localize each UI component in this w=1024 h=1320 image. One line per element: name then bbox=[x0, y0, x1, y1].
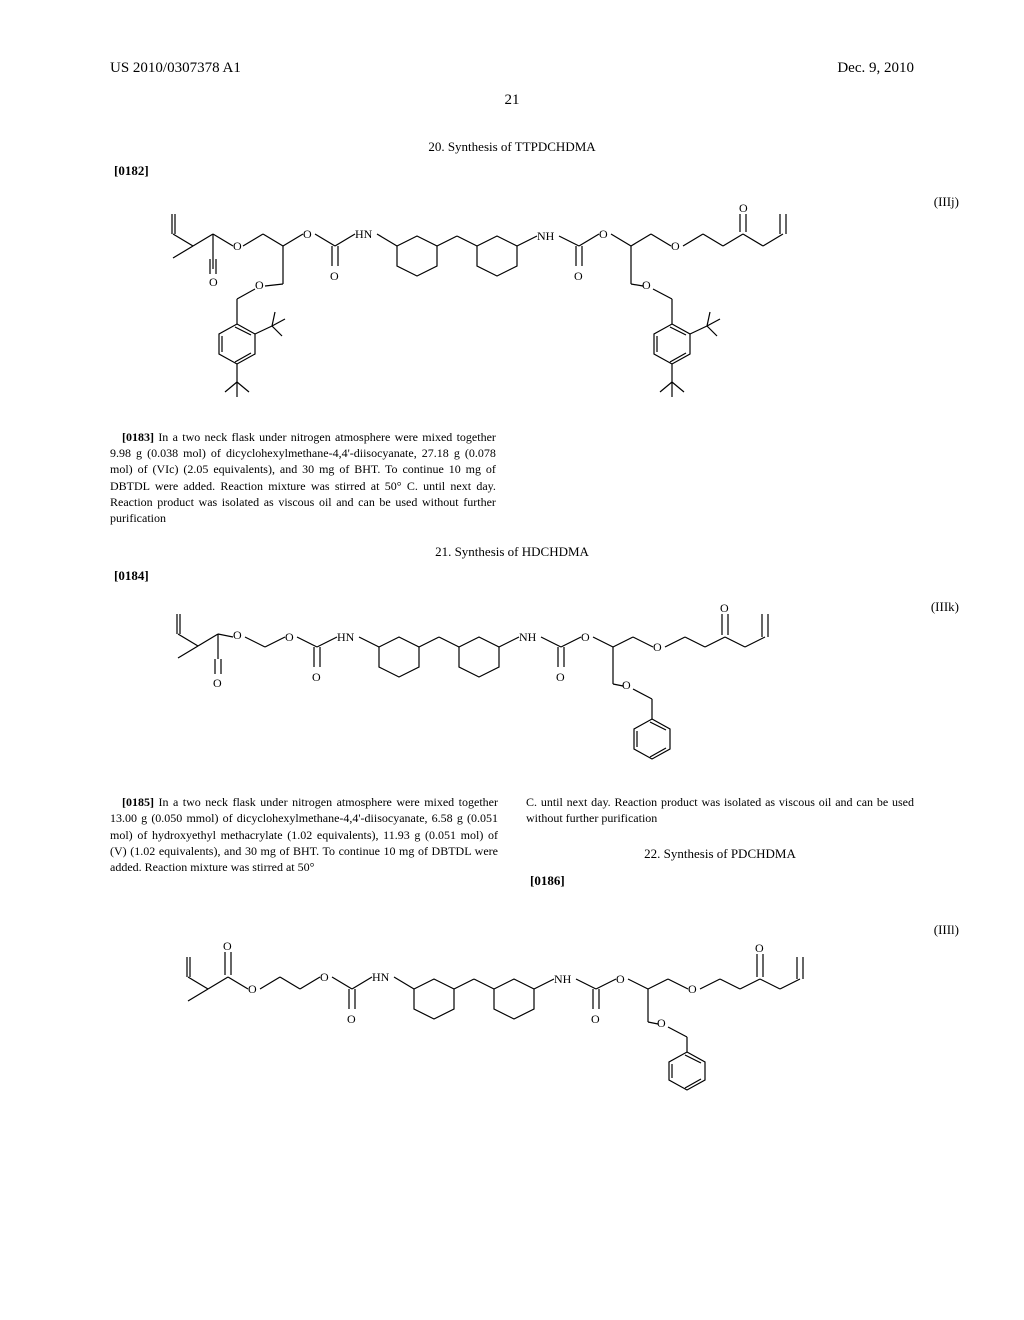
svg-text:O: O bbox=[739, 201, 748, 215]
svg-text:O: O bbox=[233, 628, 242, 642]
svg-text:O: O bbox=[303, 227, 312, 241]
svg-text:O: O bbox=[248, 982, 257, 996]
svg-text:O: O bbox=[657, 1016, 666, 1030]
svg-text:O: O bbox=[755, 941, 764, 955]
svg-text:O: O bbox=[599, 227, 608, 241]
structure-IIIj-container: (IIIj) O O O bbox=[110, 194, 914, 404]
section-21-title: 21. Synthesis of HDCHDMA bbox=[110, 544, 914, 560]
structure-IIIk: O O O O HN NH bbox=[127, 599, 897, 769]
svg-text:O: O bbox=[591, 1012, 600, 1026]
svg-text:NH: NH bbox=[537, 229, 555, 243]
section-21-right-col: C. until next day. Reaction product was … bbox=[526, 794, 914, 901]
svg-text:O: O bbox=[616, 972, 625, 986]
section-20-title: 20. Synthesis of TTPDCHDMA bbox=[110, 139, 914, 155]
svg-text:O: O bbox=[653, 640, 662, 654]
svg-text:NH: NH bbox=[519, 630, 537, 644]
structure-IIIk-container: (IIIk) O O O O bbox=[110, 599, 914, 769]
svg-text:O: O bbox=[574, 269, 583, 283]
structure-IIIj-label: (IIIj) bbox=[934, 194, 959, 210]
svg-text:O: O bbox=[622, 678, 631, 692]
svg-text:O: O bbox=[255, 278, 264, 292]
para-0182: [0182] bbox=[110, 163, 914, 179]
svg-text:HN: HN bbox=[355, 227, 373, 241]
svg-text:O: O bbox=[213, 676, 222, 690]
svg-text:O: O bbox=[688, 982, 697, 996]
section-21-left-col: [0185] In a two neck flask under nitroge… bbox=[110, 794, 498, 901]
para-0186: [0186] bbox=[526, 872, 914, 890]
svg-text:O: O bbox=[720, 601, 729, 615]
svg-text:O: O bbox=[233, 239, 242, 253]
svg-text:O: O bbox=[671, 239, 680, 253]
svg-text:HN: HN bbox=[372, 970, 390, 984]
svg-text:NH: NH bbox=[554, 972, 572, 986]
structure-IIIl: O O O O HN NH bbox=[127, 922, 897, 1092]
svg-text:O: O bbox=[330, 269, 339, 283]
para-0184: [0184] bbox=[110, 568, 914, 584]
para-0183-num: [0183] bbox=[122, 430, 154, 444]
para-0185-num: [0185] bbox=[122, 795, 154, 809]
svg-text:HN: HN bbox=[337, 630, 355, 644]
patent-number: US 2010/0307378 A1 bbox=[110, 60, 241, 77]
para-0183-text: In a two neck flask under nitrogen atmos… bbox=[110, 430, 496, 525]
patent-date: Dec. 9, 2010 bbox=[837, 60, 914, 77]
section-20-body: [0183] In a two neck flask under nitroge… bbox=[110, 429, 496, 526]
svg-text:O: O bbox=[223, 939, 232, 953]
structure-IIIl-label: (IIIl) bbox=[934, 922, 959, 938]
structure-IIIl-container: (IIIl) O O O O bbox=[110, 922, 914, 1092]
svg-text:O: O bbox=[642, 278, 651, 292]
structure-IIIj: O O O bbox=[127, 194, 897, 404]
svg-text:O: O bbox=[209, 275, 218, 289]
patent-page: US 2010/0307378 A1 Dec. 9, 2010 21 20. S… bbox=[0, 0, 1024, 1320]
svg-text:O: O bbox=[312, 670, 321, 684]
svg-text:O: O bbox=[285, 630, 294, 644]
structure-IIIk-label: (IIIk) bbox=[931, 599, 959, 615]
svg-text:O: O bbox=[556, 670, 565, 684]
section-21-body: [0185] In a two neck flask under nitroge… bbox=[110, 794, 914, 901]
svg-text:O: O bbox=[581, 630, 590, 644]
svg-text:O: O bbox=[347, 1012, 356, 1026]
para-0185-cont: C. until next day. Reaction product was … bbox=[526, 794, 914, 826]
svg-text:O: O bbox=[320, 970, 329, 984]
page-header: US 2010/0307378 A1 Dec. 9, 2010 bbox=[110, 60, 914, 77]
page-number: 21 bbox=[110, 92, 914, 109]
section-22-title: 22. Synthesis of PDCHDMA bbox=[526, 845, 914, 863]
para-0185-text: In a two neck flask under nitrogen atmos… bbox=[110, 795, 498, 874]
